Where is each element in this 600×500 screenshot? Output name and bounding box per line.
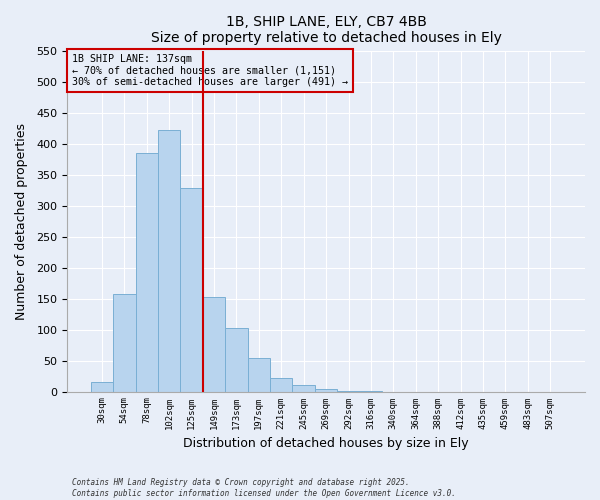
Bar	[91, 382, 113, 392]
Bar	[337, 391, 360, 392]
Bar	[225, 328, 248, 392]
Bar	[181, 188, 203, 392]
Text: 1B SHIP LANE: 137sqm
← 70% of detached houses are smaller (1,151)
30% of semi-de: 1B SHIP LANE: 137sqm ← 70% of detached h…	[73, 54, 349, 87]
Bar	[136, 153, 158, 392]
Bar	[113, 294, 136, 392]
Bar	[292, 384, 315, 392]
Bar	[270, 378, 292, 392]
Title: 1B, SHIP LANE, ELY, CB7 4BB
Size of property relative to detached houses in Ely: 1B, SHIP LANE, ELY, CB7 4BB Size of prop…	[151, 15, 502, 45]
Y-axis label: Number of detached properties: Number of detached properties	[15, 122, 28, 320]
Bar	[248, 358, 270, 392]
Bar	[203, 298, 225, 392]
Bar	[315, 389, 337, 392]
Bar	[158, 130, 181, 392]
Text: Contains HM Land Registry data © Crown copyright and database right 2025.
Contai: Contains HM Land Registry data © Crown c…	[72, 478, 456, 498]
X-axis label: Distribution of detached houses by size in Ely: Distribution of detached houses by size …	[183, 437, 469, 450]
Bar	[360, 391, 382, 392]
